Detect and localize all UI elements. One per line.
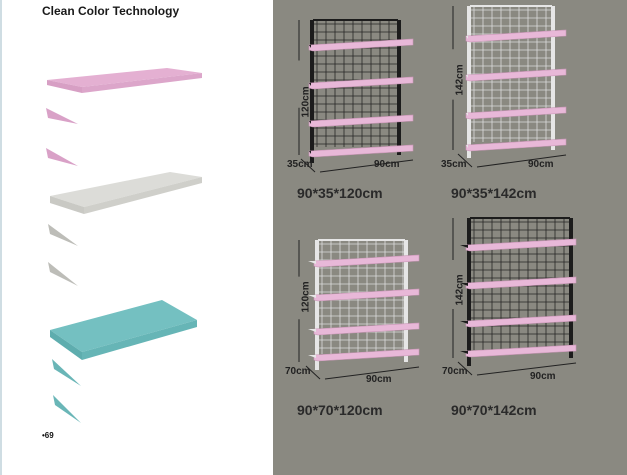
depth-dimension-line — [300, 158, 316, 173]
depth-dimension-line — [305, 365, 321, 380]
shelving-unit-4 — [452, 217, 577, 376]
pink-bracket — [46, 148, 78, 166]
width-dimension-line — [476, 362, 577, 376]
teal-bracket — [52, 359, 81, 386]
shelf — [465, 68, 567, 82]
shelf — [308, 114, 414, 128]
shelf-bracket — [309, 121, 311, 124]
shelf — [313, 322, 420, 336]
dimension-lines — [298, 240, 420, 380]
shelving-unit-2 — [452, 5, 567, 168]
shelf-bracket — [460, 245, 468, 248]
shelf — [465, 238, 577, 252]
shelf — [313, 254, 420, 268]
teal-shelf-board — [50, 300, 197, 360]
shelf-bracket — [460, 321, 468, 324]
unit3-height-label: 120cm — [300, 281, 312, 313]
shelf-bracket — [308, 355, 316, 358]
shelf-bracket — [308, 329, 316, 332]
upright-post — [315, 240, 319, 370]
unit4-width-label: 90cm — [530, 371, 556, 382]
gray-bracket — [48, 262, 78, 286]
depth-dimension-line — [457, 153, 473, 168]
unit4-depth-label: 70cm — [442, 366, 468, 377]
unit3-size-caption: 90*70*120cm — [297, 402, 383, 418]
shelf-bracket — [309, 45, 311, 48]
unit2-size-caption: 90*35*142cm — [451, 185, 537, 201]
shelf-bracket — [309, 83, 311, 86]
unit2-width-label: 90cm — [528, 159, 554, 170]
shelf — [465, 344, 577, 358]
shelving-unit-3 — [298, 239, 420, 380]
unit4-size-caption: 90*70*142cm — [451, 402, 537, 418]
unit1-depth-label: 35cm — [287, 159, 313, 170]
shelf — [313, 288, 420, 302]
dimension-lines — [452, 218, 577, 376]
unit2-height-label: 142cm — [454, 64, 466, 96]
right-page: 120cm 35cm 90cm 90*35*120cm 142cm 35cm 9… — [273, 0, 627, 475]
shelf-bracket — [309, 151, 311, 154]
shelf — [308, 144, 414, 158]
dimension-lines — [452, 6, 567, 168]
unit1-width-label: 90cm — [374, 159, 400, 170]
unit1-height-label: 120cm — [300, 86, 312, 118]
upright-post — [397, 20, 401, 155]
shelf-bracket — [308, 261, 316, 264]
gray-bracket — [48, 224, 78, 246]
shelf-bracket — [466, 145, 468, 148]
shelving-units-illustration — [298, 5, 577, 380]
shelving-unit-1 — [298, 19, 414, 173]
shelf — [465, 29, 567, 43]
teal-bracket — [53, 395, 81, 423]
shelf — [308, 76, 414, 90]
unit4-height-label: 142cm — [454, 274, 466, 306]
shelf — [465, 276, 577, 290]
upright-post — [569, 218, 573, 358]
upright-post — [404, 240, 408, 362]
upright-post — [467, 218, 471, 366]
dimension-lines — [298, 20, 414, 173]
unit2-depth-label: 35cm — [441, 159, 467, 170]
shelf — [308, 38, 414, 52]
shelf-bracket — [460, 283, 468, 286]
shelf-bracket — [308, 295, 316, 298]
unit3-depth-label: 70cm — [285, 366, 311, 377]
width-dimension-line — [476, 154, 567, 168]
width-dimension-line — [324, 366, 420, 380]
shelf — [465, 106, 567, 120]
shelf-bracket — [460, 351, 468, 354]
unit1-size-caption: 90*35*120cm — [297, 185, 383, 201]
upright-post — [467, 6, 471, 158]
gray-shelf-board — [50, 172, 202, 214]
pink-bracket — [46, 108, 78, 124]
unit3-width-label: 90cm — [366, 374, 392, 385]
shelf — [313, 348, 420, 362]
left-page: Clean Color Technology •69 — [0, 0, 273, 475]
depth-dimension-line — [457, 361, 473, 376]
shelf-bracket — [466, 75, 468, 78]
page-number: •69 — [42, 431, 54, 440]
shelf — [465, 314, 577, 328]
shelf — [465, 138, 567, 152]
shelf-parts-illustration — [46, 68, 202, 423]
shelf-bracket — [466, 36, 468, 39]
width-dimension-line — [319, 159, 414, 173]
upright-post — [551, 6, 555, 150]
pink-shelf-board — [47, 68, 202, 93]
page-title: Clean Color Technology — [42, 4, 180, 18]
shelf-bracket — [466, 113, 468, 116]
upright-post — [310, 20, 314, 163]
